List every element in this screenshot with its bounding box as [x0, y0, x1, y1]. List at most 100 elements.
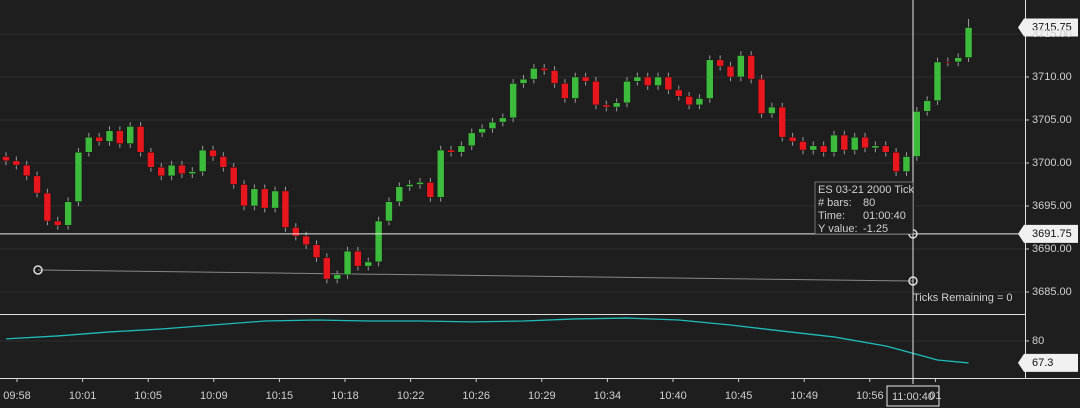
candle-body — [312, 244, 321, 258]
candle-body — [281, 190, 290, 228]
candle-body — [892, 151, 900, 172]
x-tick-label: 10:22 — [397, 390, 425, 402]
candle-body — [623, 81, 631, 104]
candle-body — [716, 59, 724, 67]
candle-body — [33, 175, 41, 194]
y-tick-label: 3690.00 — [1032, 243, 1072, 255]
candle-body — [571, 76, 579, 99]
info-label: ES 03-21 2000 Tick — [818, 184, 915, 196]
candle-body — [219, 156, 228, 168]
x-tick-label: 10:05 — [134, 390, 162, 402]
candle-body — [633, 76, 642, 82]
y-tick-label: 3695.00 — [1032, 200, 1072, 212]
candle-body — [768, 106, 776, 114]
candle-body — [799, 141, 807, 151]
last-price-box — [1018, 18, 1078, 37]
candle-body — [198, 149, 207, 172]
candle-body — [819, 145, 828, 153]
x-tick-label: 10:49 — [790, 390, 818, 402]
x-tick-label: 10:34 — [594, 390, 622, 402]
candle-body — [147, 151, 155, 168]
candle-body — [333, 274, 341, 280]
crosshair-price-box — [1018, 224, 1078, 243]
candle-body — [136, 126, 145, 153]
x-tick-label: 10:26 — [462, 390, 490, 402]
candle-body — [43, 192, 52, 222]
y-tick-label: 3715.00 — [1032, 28, 1072, 40]
candle-body — [478, 128, 486, 134]
candle-body — [788, 136, 797, 142]
info-value: 80 — [863, 197, 875, 209]
annotation: Ticks Remaining = 0 — [913, 292, 1013, 304]
candle-body — [126, 126, 134, 144]
candle-body — [602, 104, 611, 108]
info-value: 01:00:40 — [863, 210, 906, 222]
y-tick-label: 3700.00 — [1032, 157, 1072, 169]
candle-body — [323, 257, 331, 280]
candle-body — [933, 61, 942, 101]
candle-body — [850, 136, 859, 151]
candle-body — [882, 145, 890, 153]
candle-body — [250, 188, 259, 207]
candle-body — [778, 106, 786, 138]
y-tick-label: 80 — [1032, 335, 1044, 347]
candle-body — [954, 57, 962, 63]
candle-body — [561, 83, 569, 99]
candle-body — [747, 55, 755, 80]
candle-body — [809, 145, 818, 151]
candle-body — [395, 186, 404, 202]
x-tick-label: 10:40 — [659, 390, 687, 402]
candle-body — [95, 136, 103, 142]
candle-body — [157, 167, 165, 177]
candle-body — [964, 27, 973, 58]
crosshair-price: 3691.75 — [1032, 228, 1072, 240]
info-box — [814, 181, 914, 235]
candle-body — [830, 134, 838, 153]
candle-body — [726, 65, 735, 78]
candle-body — [240, 184, 248, 207]
candle-body — [354, 250, 362, 267]
x-tick-label: 10:09 — [200, 390, 228, 402]
candle-body — [685, 96, 693, 106]
candle-body — [643, 76, 652, 86]
candle-body — [913, 111, 921, 157]
info-label: # bars: — [818, 197, 852, 209]
candle-body — [178, 164, 186, 174]
candle-body — [499, 117, 507, 123]
candle-body — [167, 164, 176, 177]
candle-body — [271, 190, 279, 209]
candle-body — [509, 83, 517, 119]
y-tick-label: 3710.00 — [1032, 71, 1072, 83]
x-tick-label: 10:29 — [528, 390, 556, 402]
candle-body — [944, 61, 952, 64]
candle-body — [447, 149, 455, 153]
crosshair-time: 11:00:40 — [892, 391, 934, 403]
candle-body — [2, 156, 10, 162]
candle-body — [209, 149, 217, 157]
candle-body — [840, 134, 849, 151]
x-tick-label: 01 — [929, 390, 941, 402]
candle-body — [405, 184, 414, 187]
candle-body — [540, 68, 548, 71]
candle-body — [592, 81, 600, 106]
candle-body — [436, 149, 445, 198]
indicator-line — [5, 317, 969, 364]
candle-body — [261, 188, 269, 209]
x-tick-label: 10:01 — [69, 390, 97, 402]
time-box — [886, 385, 940, 407]
candle-body — [426, 182, 435, 198]
candle-body — [116, 130, 124, 144]
candle-body — [902, 156, 911, 172]
candle-body — [457, 145, 466, 153]
candle-body — [757, 78, 766, 114]
info-label: Y value: — [818, 223, 858, 235]
x-tick-label: 10:56 — [856, 390, 884, 402]
candle-body — [550, 70, 559, 84]
candle-body — [54, 220, 62, 226]
candle-body — [302, 235, 310, 245]
x-tick-label: 10:15 — [266, 390, 294, 402]
indicator-last-box — [1018, 353, 1078, 372]
candle-body — [229, 167, 238, 185]
info-label: Time: — [818, 210, 845, 222]
